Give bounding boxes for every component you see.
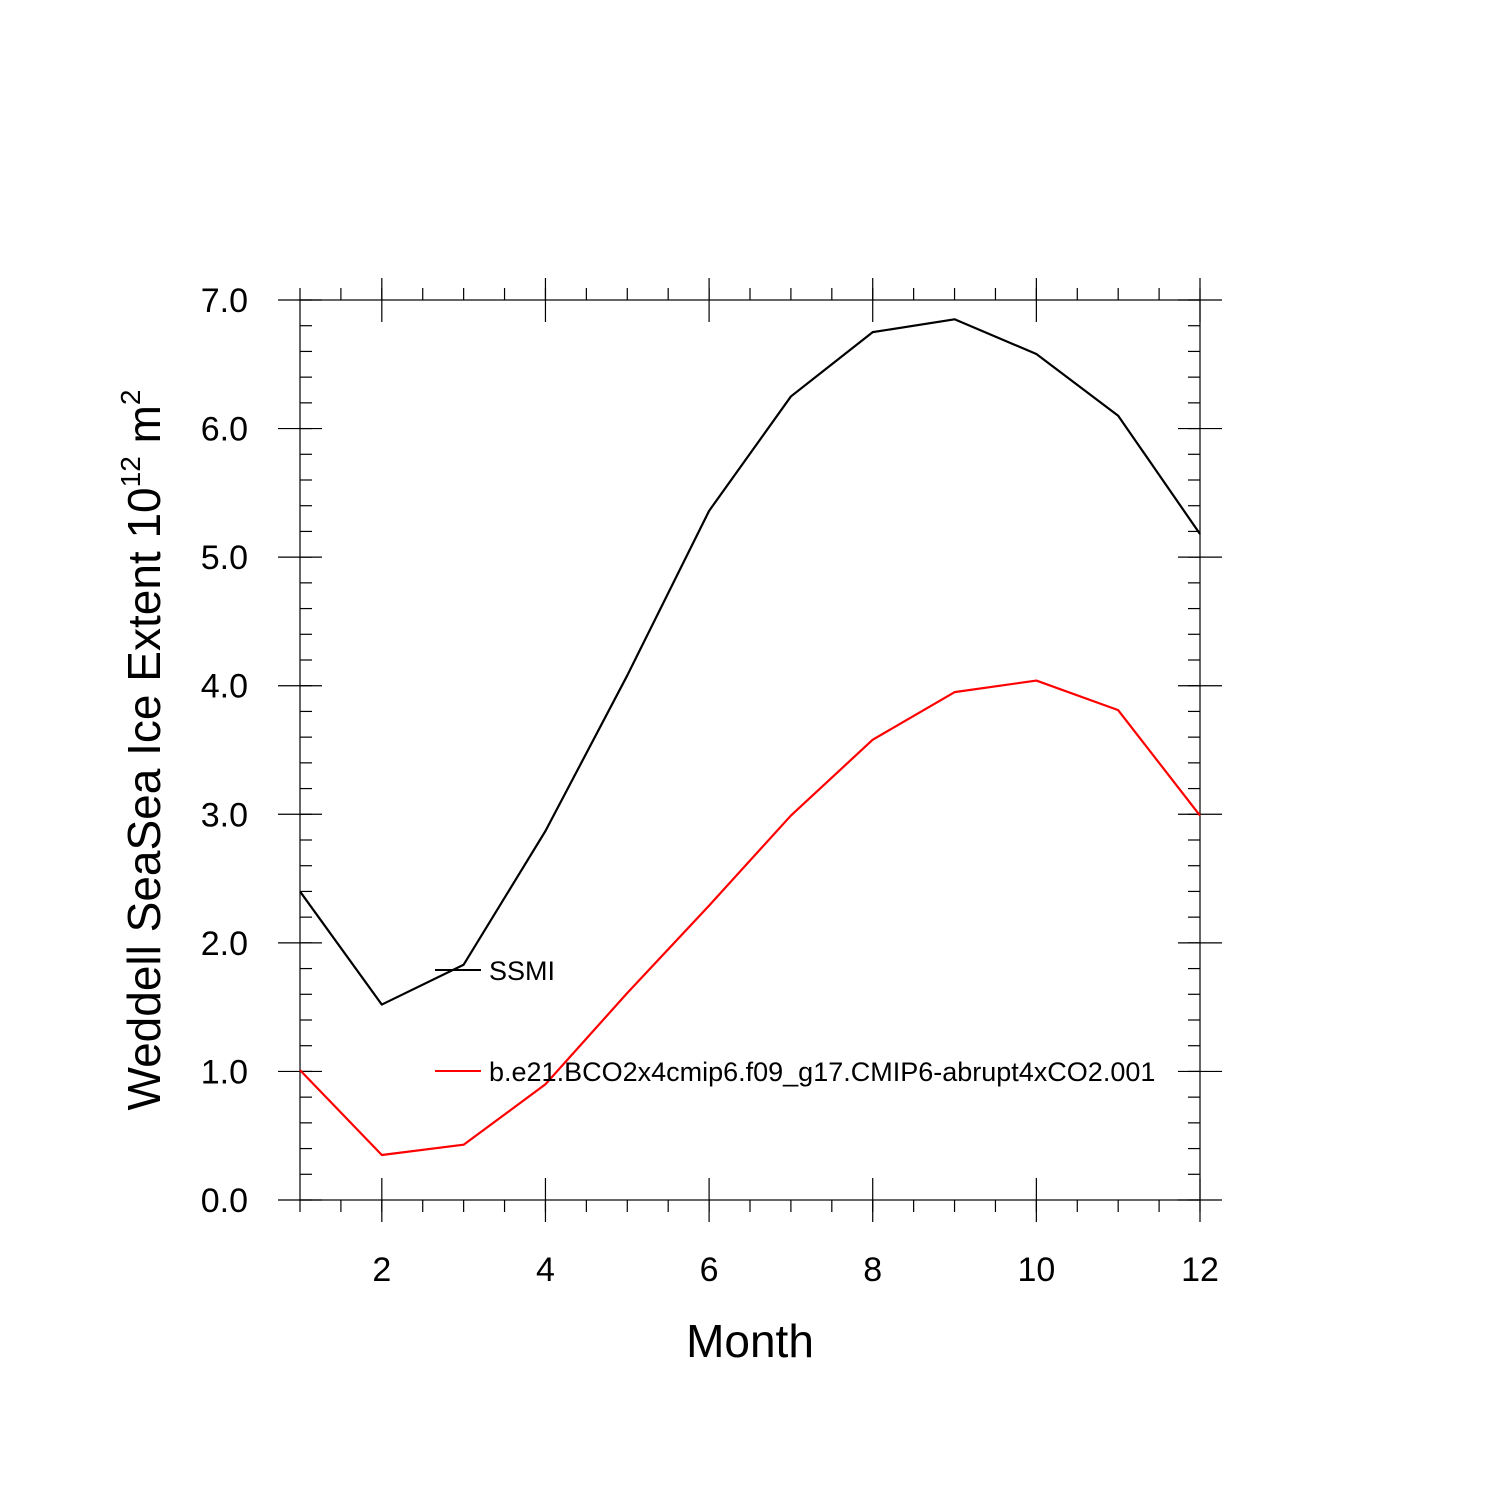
y-axis-title: Weddell SeaSea Ice Extent 1012 m2 — [115, 390, 170, 1111]
x-tick-label: 2 — [372, 1251, 391, 1289]
legend-label-ssmi: SSMI — [489, 956, 555, 986]
y-axis-title-middle: m — [118, 405, 170, 456]
x-tick-label: 6 — [700, 1251, 719, 1289]
major-ticks — [278, 278, 1222, 1222]
y-axis-title-prefix: Weddell SeaSea Ice Extent 10 — [118, 487, 170, 1110]
x-tick-labels: 2 4 6 8 10 12 — [372, 1251, 1219, 1289]
legend-item-model: b.e21.BCO2x4cmip6.f09_g17.CMIP6-abrupt4x… — [435, 1057, 1155, 1087]
y-tick-label: 7.0 — [201, 282, 248, 320]
y-tick-labels: 0.0 1.0 2.0 3.0 4.0 5.0 6.0 7.0 — [201, 282, 248, 1220]
legend-item-ssmi: SSMI — [435, 956, 555, 986]
y-tick-label: 0.0 — [201, 1182, 248, 1220]
y-tick-label: 4.0 — [201, 668, 248, 706]
series-line-ssmi — [299, 318, 1201, 1006]
series-lines — [299, 318, 1201, 1157]
legend: SSMI b.e21.BCO2x4cmip6.f09_g17.CMIP6-abr… — [435, 956, 1155, 1087]
y-tick-label: 1.0 — [201, 1053, 248, 1091]
x-tick-label: 8 — [863, 1251, 882, 1289]
x-axis-title: Month — [686, 1315, 814, 1367]
y-tick-label: 2.0 — [201, 925, 248, 963]
y-axis-title-exponent-1: 12 — [115, 456, 146, 487]
x-tick-label: 4 — [536, 1251, 555, 1289]
y-tick-label: 3.0 — [201, 796, 248, 834]
legend-label-model: b.e21.BCO2x4cmip6.f09_g17.CMIP6-abrupt4x… — [489, 1057, 1155, 1087]
y-tick-label: 6.0 — [201, 411, 248, 449]
y-axis-title-exponent-2: 2 — [115, 390, 146, 406]
y-tick-label: 5.0 — [201, 539, 248, 577]
series-line-model — [299, 679, 1201, 1157]
x-tick-label: 12 — [1181, 1251, 1219, 1289]
x-tick-label: 10 — [1017, 1251, 1055, 1289]
